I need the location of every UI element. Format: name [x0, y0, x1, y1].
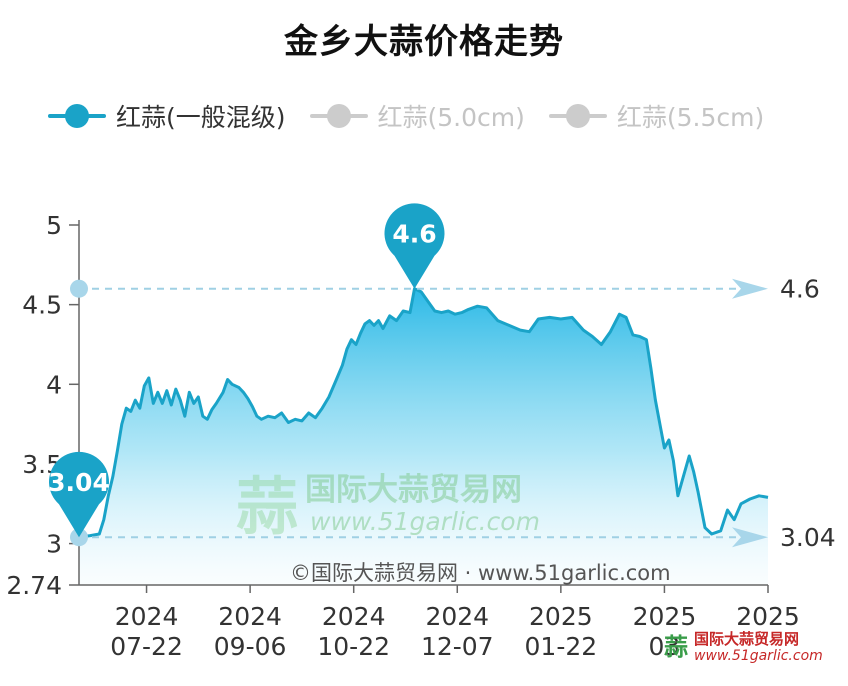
x-tick-label: 03: [649, 632, 681, 661]
marker-pin-icon: [49, 451, 110, 538]
x-tick-label: 2025: [529, 602, 593, 631]
x-tick-label: 09-06: [214, 632, 287, 661]
y-tick-label: 4.5: [22, 291, 62, 320]
chart-legend: 红蒜(一般混级) 红蒜(5.0cm) 红蒜(5.5cm): [48, 96, 788, 136]
y-tick-label: 5: [46, 211, 62, 240]
x-tick-label: 2024: [115, 602, 179, 631]
reference-line-label: 4.6: [780, 275, 820, 304]
corner-site-name: 国际大蒜贸易网: [694, 630, 799, 648]
legend-label: 红蒜(一般混级): [116, 103, 286, 132]
legend-marker-icon: [548, 101, 607, 131]
y-tick-label: 3: [46, 530, 62, 559]
legend-item-5-5cm[interactable]: 红蒜(5.5cm): [548, 98, 765, 134]
corner-logo-icon: 蒜: [664, 633, 688, 661]
copyright-text: ©国际大蒜贸易网 · www.51garlic.com: [290, 561, 671, 585]
marker-pin-icon: [384, 203, 445, 289]
watermark-logo: 蒜: [236, 470, 298, 543]
reference-arrow-icon: [732, 527, 768, 548]
x-tick-label: 2024: [218, 602, 282, 631]
watermark: 蒜 国际大蒜贸易网 www.51garlic.com: [236, 470, 540, 543]
watermark-site-url: www.51garlic.com: [310, 507, 540, 536]
marker-label: 3.04: [48, 468, 110, 497]
series-area: [79, 288, 768, 585]
x-tick-label: 01-22: [525, 632, 598, 661]
reference-start-dot: [70, 279, 88, 298]
y-tick-label: 2.74: [6, 571, 62, 600]
legend-item-5cm[interactable]: 红蒜(5.0cm): [309, 98, 525, 134]
chart-title: 金乡大蒜价格走势: [284, 22, 564, 62]
legend-item-general-grade[interactable]: 红蒜(一般混级): [48, 98, 286, 134]
x-tick-label: 12-07: [421, 632, 494, 661]
legend-label: 红蒜(5.0cm): [377, 103, 525, 132]
legend-marker-icon: [309, 101, 368, 131]
marker-label: 4.6: [392, 220, 436, 249]
reference-arrow-icon: [732, 278, 768, 299]
x-tick-label: 2024: [322, 602, 386, 631]
x-tick-label: 2025: [736, 602, 800, 631]
legend-marker-icon: [48, 101, 106, 131]
corner-site-url: www.51garlic.com: [694, 648, 823, 664]
reference-line-label: 3.04: [780, 523, 836, 552]
legend-label: 红蒜(5.5cm): [616, 103, 765, 132]
x-tick-label: 07-22: [110, 632, 183, 661]
y-tick-label: 4: [46, 370, 62, 399]
x-tick-label: 2025: [633, 602, 697, 631]
x-tick-label: 10-22: [317, 632, 390, 661]
corner-logo: 蒜 国际大蒜贸易网 www.51garlic.com: [664, 630, 823, 664]
watermark-site-name: 国际大蒜贸易网: [305, 472, 522, 508]
series-line: [78, 287, 769, 539]
x-tick-label: 2024: [425, 602, 489, 631]
